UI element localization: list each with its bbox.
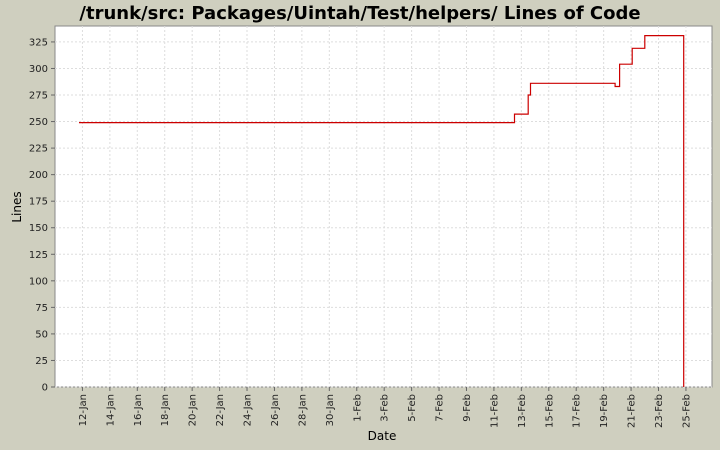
x-tick-label: 13-Feb (517, 394, 528, 428)
x-tick-label: 28-Jan (297, 394, 308, 426)
y-tick-label: 325 (29, 37, 48, 48)
x-tick-label: 9-Feb (462, 394, 473, 422)
x-tick-label: 5-Feb (407, 394, 418, 422)
grid (55, 26, 712, 388)
x-tick-label: 23-Feb (654, 394, 665, 428)
x-tick-label: 20-Jan (188, 394, 199, 426)
x-tick-label: 14-Jan (105, 394, 116, 426)
x-tick-label: 3-Feb (380, 394, 391, 422)
y-tick-label: 50 (35, 329, 48, 340)
x-tick-label: 30-Jan (325, 394, 336, 426)
axes: 0 25 50 75 100 125 150 175 200 225 250 275 300 325 12-… (29, 37, 693, 428)
x-tick-label: 17-Feb (572, 394, 583, 428)
x-tick-label: 15-Feb (544, 394, 555, 428)
series-layer (79, 34, 685, 387)
x-axis-label: Date (368, 429, 397, 443)
y-tick-label: 275 (29, 91, 48, 102)
x-tick-label: 22-Jan (215, 394, 226, 426)
y-tick-label: 150 (29, 223, 48, 234)
y-axis-label: Lines (10, 191, 24, 222)
x-tick-label: 16-Jan (133, 394, 144, 426)
y-tick-label: 75 (35, 303, 48, 314)
y-tick-label: 0 (42, 383, 48, 394)
x-tick-label: 25-Feb (681, 394, 692, 428)
x-tick-label: 18-Jan (160, 394, 171, 426)
y-tick-label: 225 (29, 144, 48, 155)
y-tick-label: 250 (29, 117, 48, 128)
x-tick-label: 1-Feb (352, 394, 363, 422)
y-tick-label: 175 (29, 197, 48, 208)
x-tick-label: 12-Jan (78, 394, 89, 426)
x-tick-label: 21-Feb (627, 394, 638, 428)
series-line (79, 34, 685, 387)
y-tick-label: 300 (29, 64, 48, 75)
x-tick-label: 7-Feb (435, 394, 446, 422)
y-tick-label: 25 (35, 356, 48, 367)
y-tick-label: 200 (29, 170, 48, 181)
x-tick-label: 24-Jan (243, 394, 254, 426)
chart-title: /trunk/src: Packages/Uintah/Test/helpers… (79, 3, 640, 24)
x-tick-label: 19-Feb (599, 394, 610, 428)
plot-area (54, 25, 713, 388)
y-tick-label: 125 (29, 250, 48, 261)
x-tick-label: 11-Feb (489, 394, 500, 428)
x-tick-label: 26-Jan (270, 394, 281, 426)
y-tick-label: 100 (29, 276, 48, 287)
